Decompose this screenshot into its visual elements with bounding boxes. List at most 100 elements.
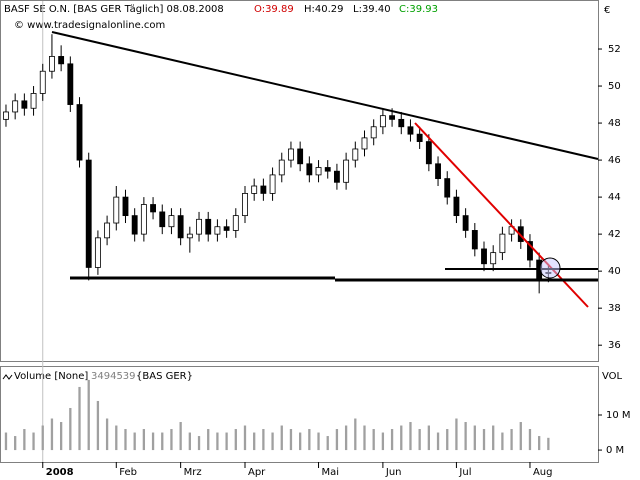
x-tick-label: Mai	[322, 467, 340, 478]
volume-icon	[2, 374, 13, 380]
volume-bar	[271, 432, 274, 451]
candle-body	[39, 70, 46, 94]
volume-bar	[78, 386, 81, 451]
volume-bar	[372, 429, 375, 451]
volume-bar	[280, 425, 283, 451]
y-tick-label: 46	[608, 155, 621, 166]
candle-body	[150, 204, 156, 213]
candle-body	[499, 233, 506, 254]
volume-bar	[390, 429, 394, 451]
volume-bar	[96, 400, 100, 451]
volume-bar	[501, 432, 504, 451]
volume-bar	[151, 432, 155, 451]
volume-bar	[446, 429, 449, 451]
volume-bar	[400, 425, 403, 451]
candle-body	[30, 93, 37, 109]
volume-bar	[409, 422, 412, 451]
y-tick-label: 0 M	[606, 445, 624, 456]
x-tick-label: Jun	[385, 467, 402, 478]
volume-bar	[436, 432, 440, 451]
candle-body	[462, 215, 469, 231]
candle-body	[177, 215, 184, 239]
x-tick-label: Aug	[533, 467, 553, 478]
candle-body	[131, 215, 138, 235]
volume-bar	[317, 432, 320, 451]
volume-bar	[492, 425, 495, 451]
volume-bar	[225, 432, 228, 451]
candle-body	[159, 211, 166, 228]
candle-body	[49, 56, 55, 72]
candle-body	[260, 185, 267, 194]
volume-bar	[464, 422, 467, 451]
candle-body	[113, 196, 120, 224]
volume-bar	[473, 425, 476, 451]
volume-bar	[455, 418, 458, 451]
candle-body	[168, 215, 175, 228]
y-tick-label: 42	[608, 229, 621, 240]
highlight-circle	[539, 257, 561, 279]
source: © www.tradesignalonline.com	[14, 20, 165, 31]
quote-open: O:39.89	[254, 4, 294, 15]
volume-bar	[344, 425, 348, 451]
x-tick-label: Mrz	[184, 467, 202, 478]
volume-bar	[381, 432, 385, 451]
candle-body	[186, 233, 193, 239]
candle-body	[67, 63, 74, 105]
volume-bar	[363, 425, 366, 451]
candle-body	[435, 163, 441, 179]
volume-bar	[161, 432, 164, 451]
candle-body	[416, 133, 423, 142]
volume-bar	[41, 425, 44, 451]
volume-bar	[262, 429, 265, 451]
trend-line	[51, 31, 599, 160]
y-tick-label: 36	[608, 340, 621, 351]
candle-body	[471, 230, 478, 250]
y-tick-label: 44	[608, 192, 621, 203]
volume-bar	[142, 429, 146, 451]
volume-bar	[216, 432, 219, 451]
x-tick-label: Feb	[119, 467, 137, 478]
volume-bar	[87, 379, 90, 451]
volume-bar	[289, 429, 293, 451]
marks: 36 38 40 42 44 46 48 50 52 0 M 10 M 2008 Feb Mrz Apr Ma…	[3, 1, 631, 478]
volume-bar	[170, 429, 173, 451]
volume-bar	[188, 432, 191, 451]
candle-body	[343, 159, 350, 183]
y-tick-label: 40	[608, 266, 621, 277]
y-tick-label: 48	[608, 118, 621, 129]
candle-body	[140, 204, 147, 235]
volume-bar	[335, 429, 339, 451]
candle-body	[315, 167, 322, 176]
volume-bar	[519, 422, 522, 451]
y-tick-label: 50	[608, 81, 621, 92]
volume-bar	[326, 436, 329, 451]
volume-bar	[308, 429, 311, 451]
volume-bar	[427, 425, 430, 451]
candle-body	[205, 218, 212, 235]
candle-body	[12, 100, 19, 113]
y-tick-label: 52	[608, 44, 621, 55]
candle-body	[453, 196, 460, 217]
volume-bar	[354, 418, 357, 451]
candle-body	[94, 237, 101, 268]
candle-body	[389, 115, 396, 120]
volume-bar	[528, 429, 532, 451]
candle-body	[76, 104, 83, 161]
x-tick-label: 2008	[46, 467, 74, 478]
unit: €	[604, 5, 610, 16]
x-tick-label: Jul	[458, 467, 471, 478]
volume-title: Volume [None]	[14, 371, 88, 382]
candle-body	[527, 241, 533, 261]
volume-bar	[32, 432, 35, 451]
volume-bar	[179, 422, 182, 451]
chart-title: BASF SE O.N. [BAS GER Täglich] 08.08.200…	[4, 4, 224, 15]
candle-body	[490, 252, 497, 265]
candle-body	[425, 141, 432, 165]
volume-bar	[234, 429, 237, 451]
volume-symbol: {BAS GER}	[136, 371, 193, 382]
candle-body	[104, 222, 111, 239]
candle-body	[85, 159, 92, 268]
trend-line-red	[414, 122, 589, 308]
candle-body	[214, 226, 221, 235]
